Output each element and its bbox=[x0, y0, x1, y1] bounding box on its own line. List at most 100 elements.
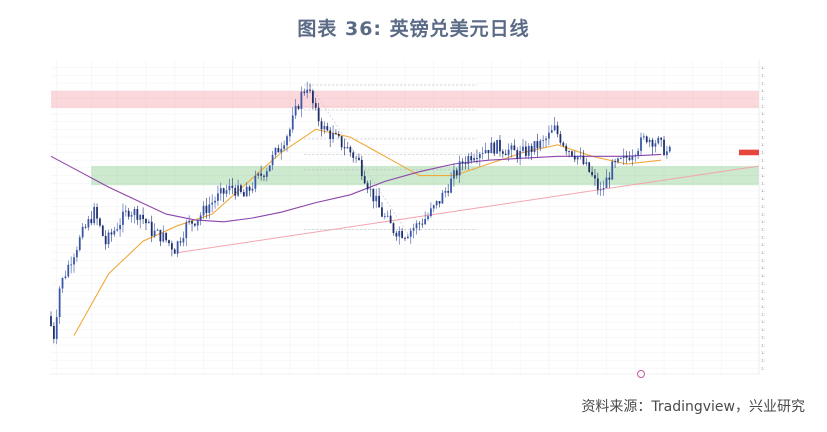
y-tick-label: 1.33400 bbox=[761, 104, 765, 108]
candle-body bbox=[314, 103, 317, 108]
candle-body bbox=[320, 121, 323, 130]
candle-body bbox=[55, 317, 58, 339]
candle-body bbox=[536, 141, 539, 149]
candle-body bbox=[340, 136, 343, 148]
candle-body bbox=[545, 138, 547, 141]
y-tick-label: 1.35000 bbox=[761, 74, 765, 78]
y-tick-label: 1.33000 bbox=[761, 112, 765, 116]
candle-body bbox=[217, 193, 219, 201]
candle-body bbox=[277, 148, 280, 153]
candle-body bbox=[470, 156, 473, 161]
trendline-line bbox=[177, 165, 760, 254]
candle-body bbox=[372, 188, 375, 202]
candle-body bbox=[625, 155, 628, 158]
candle-body bbox=[360, 159, 363, 177]
candle-body bbox=[219, 188, 222, 194]
candle-body bbox=[657, 137, 660, 144]
candle-body bbox=[245, 186, 248, 197]
candle-body bbox=[352, 152, 355, 158]
candle-body bbox=[358, 157, 360, 160]
candle-body bbox=[101, 225, 104, 236]
candle-body bbox=[628, 157, 631, 160]
y-tick-label: 1.24600 bbox=[761, 274, 765, 278]
candle-body bbox=[617, 158, 619, 163]
candle-body bbox=[271, 154, 274, 166]
candle-body bbox=[568, 151, 570, 152]
candle-body bbox=[504, 153, 507, 156]
y-tick-label: 1.23400 bbox=[761, 297, 765, 301]
y-tick-label: 1.25400 bbox=[761, 259, 765, 263]
candle-body bbox=[61, 277, 64, 289]
candle-body bbox=[87, 219, 90, 228]
candle-body bbox=[501, 151, 504, 154]
y-tick-label: 1.22600 bbox=[761, 312, 765, 316]
candle-body bbox=[596, 178, 599, 190]
candle-body bbox=[648, 139, 651, 143]
y-tick-label: 1.21000 bbox=[761, 343, 765, 347]
candle-body bbox=[294, 105, 297, 116]
candle-body bbox=[162, 232, 165, 242]
candle-body bbox=[571, 151, 573, 156]
tradingview-logo-icon bbox=[637, 370, 645, 378]
candle-body bbox=[323, 126, 326, 130]
price-tag bbox=[739, 149, 759, 156]
candle-body bbox=[378, 195, 380, 208]
candle-body bbox=[660, 137, 663, 140]
candle-body bbox=[663, 139, 665, 156]
y-tick-label: 1.20600 bbox=[761, 351, 765, 355]
candle-body bbox=[156, 229, 159, 231]
candle-body bbox=[467, 156, 470, 165]
candle-body bbox=[602, 188, 605, 190]
candle-body bbox=[185, 222, 188, 239]
candle-body bbox=[355, 157, 357, 159]
y-tick-label: 1.29400 bbox=[761, 181, 765, 185]
candle-body bbox=[119, 224, 121, 230]
candle-body bbox=[556, 125, 559, 135]
candle-body bbox=[614, 161, 616, 163]
candle-body bbox=[349, 147, 352, 153]
candle-body bbox=[274, 148, 277, 155]
candle-body bbox=[73, 257, 75, 265]
candle-body bbox=[90, 219, 93, 224]
candle-body bbox=[461, 161, 464, 164]
candle-body bbox=[337, 134, 340, 137]
candle-body bbox=[585, 162, 588, 165]
candlesticks bbox=[50, 81, 671, 345]
y-tick-label: 1.31400 bbox=[761, 143, 765, 147]
y-tick-label: 1.28200 bbox=[761, 205, 765, 209]
candle-body bbox=[645, 136, 648, 143]
candle-body bbox=[481, 153, 484, 154]
candle-body bbox=[176, 241, 179, 254]
y-tick-label: 1.26600 bbox=[761, 235, 765, 239]
candle-body bbox=[527, 146, 530, 156]
candle-body bbox=[404, 237, 406, 239]
y-tick-label: 1.28600 bbox=[761, 197, 765, 201]
candle-body bbox=[332, 133, 334, 139]
candle-body bbox=[52, 325, 55, 339]
price-tag-box bbox=[739, 149, 759, 156]
candle-body bbox=[573, 155, 576, 160]
candle-body bbox=[493, 142, 496, 154]
y-tick-label: 1.23800 bbox=[761, 289, 765, 293]
candle-body bbox=[211, 202, 214, 205]
candle-body bbox=[251, 188, 254, 191]
candle-body bbox=[291, 115, 294, 130]
candle-body bbox=[476, 157, 478, 159]
candle-body bbox=[234, 187, 237, 196]
candle-body bbox=[199, 215, 202, 221]
candle-body bbox=[550, 130, 553, 133]
candle-body bbox=[579, 155, 582, 157]
candle-body bbox=[142, 214, 144, 220]
source-note: 资料来源：Tradingview，兴业研究 bbox=[581, 399, 805, 415]
candle-body bbox=[127, 210, 130, 217]
candle-body bbox=[513, 145, 516, 151]
candle-body bbox=[499, 139, 501, 152]
price-chart[interactable]: 1.35400 1.35000 1.34600 1.34200 1.33800 1.334… bbox=[47, 56, 765, 384]
candle-body bbox=[406, 236, 409, 239]
candle-body bbox=[591, 171, 593, 176]
candle-body bbox=[631, 156, 634, 160]
candle-body bbox=[490, 142, 493, 154]
candle-body bbox=[168, 240, 170, 244]
candle-body bbox=[50, 316, 52, 326]
candle-body bbox=[58, 288, 61, 318]
